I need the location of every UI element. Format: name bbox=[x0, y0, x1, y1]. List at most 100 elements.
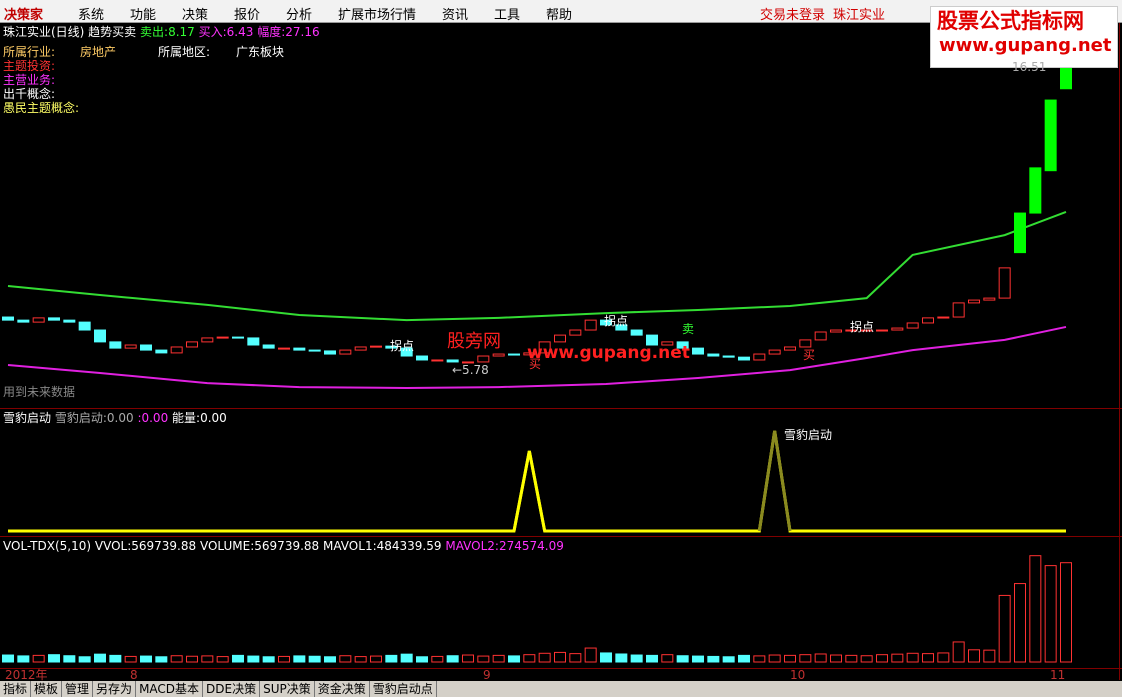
volume-bar bbox=[968, 649, 980, 663]
candle bbox=[2, 316, 14, 321]
volume-bar bbox=[784, 654, 796, 663]
menu-item[interactable]: 分析 bbox=[286, 8, 313, 23]
candle bbox=[830, 329, 842, 333]
volume-bar bbox=[492, 654, 505, 663]
volume-header: VOL-TDX(5,10) VVOL:569739.88 VOLUME:5697… bbox=[3, 539, 564, 553]
range: 27.16 bbox=[285, 25, 320, 39]
volume-bar bbox=[170, 655, 183, 663]
candle bbox=[492, 353, 505, 357]
candle bbox=[952, 302, 965, 318]
menu-item[interactable]: 工具 bbox=[494, 8, 521, 23]
candle bbox=[968, 299, 980, 304]
region-label: 所属地区: bbox=[158, 45, 211, 59]
menu-bar: 决策家 系统 功能 决策 报价 分析 扩展市场行情 资讯 工具 帮助 交易未登录 珠江实业 bbox=[0, 0, 1122, 23]
candle bbox=[646, 334, 658, 346]
volume-bar bbox=[799, 654, 812, 663]
candle bbox=[370, 345, 382, 348]
volume-bar bbox=[431, 655, 444, 663]
menu-item[interactable]: 功能 bbox=[130, 8, 157, 23]
vvol-label: VVOL: bbox=[94, 539, 132, 553]
volume-bar bbox=[232, 654, 244, 663]
candle bbox=[1014, 212, 1026, 254]
candle bbox=[1060, 65, 1072, 90]
candle bbox=[906, 322, 919, 329]
candle bbox=[339, 349, 352, 355]
volume-bar bbox=[124, 655, 137, 663]
tab[interactable]: 管理 bbox=[62, 681, 94, 697]
menu-item[interactable]: 帮助 bbox=[546, 8, 573, 23]
field: 主题投资: bbox=[3, 59, 56, 73]
candle bbox=[937, 316, 950, 319]
tab[interactable]: 雪豹启动点 bbox=[370, 681, 437, 697]
tab[interactable]: 模板 bbox=[31, 681, 63, 697]
menu-item[interactable]: 扩展市场行情 bbox=[338, 8, 417, 23]
mavol1: 484339.59 bbox=[376, 539, 442, 553]
field: 出千概念: bbox=[3, 87, 56, 101]
volume-bar bbox=[400, 653, 413, 663]
candle bbox=[569, 329, 582, 336]
mavol1-label: MAVOL1: bbox=[323, 539, 377, 553]
volume-bar bbox=[262, 656, 275, 663]
volume-bar bbox=[94, 653, 106, 663]
volume-bar bbox=[293, 655, 306, 663]
region: 广东板块 bbox=[236, 45, 285, 59]
volume-label: VOLUME: bbox=[199, 539, 255, 553]
candle bbox=[170, 346, 183, 354]
watermark-title: 股票公式指标网 bbox=[937, 9, 1084, 33]
buy: 6.43 bbox=[226, 25, 254, 39]
volume-bar bbox=[370, 655, 382, 663]
site-name: 股旁网 bbox=[447, 331, 501, 352]
menu-item[interactable]: 决策 bbox=[182, 8, 209, 23]
tab[interactable]: 资金决策 bbox=[315, 681, 370, 697]
candle bbox=[998, 267, 1011, 299]
candle bbox=[262, 344, 275, 349]
candle bbox=[983, 297, 996, 301]
candle bbox=[48, 317, 60, 321]
volume-bar bbox=[155, 656, 168, 663]
volume-bar bbox=[937, 652, 950, 663]
volume-bar bbox=[140, 655, 152, 663]
volume-bar bbox=[707, 655, 720, 663]
candle bbox=[799, 339, 812, 348]
login-status[interactable]: 交易未登录 bbox=[760, 8, 826, 23]
menu-item[interactable]: 资讯 bbox=[442, 8, 469, 23]
tab-bar: 指标 模板 管理 另存为 MACD基本 DDE决策 SUP决策 资金决策 雪豹启动点 bbox=[0, 681, 1122, 697]
volume-bar bbox=[738, 654, 750, 663]
volume-bar bbox=[324, 656, 336, 663]
candle bbox=[477, 355, 490, 363]
blank: 0.00 bbox=[141, 411, 169, 425]
candle bbox=[308, 349, 321, 352]
turn-label: 拐点 bbox=[604, 314, 629, 328]
volume-bar bbox=[216, 656, 229, 663]
candle bbox=[784, 346, 796, 351]
candle bbox=[661, 341, 674, 346]
menu-item[interactable]: 报价 bbox=[234, 8, 261, 23]
candle bbox=[63, 319, 76, 323]
candle bbox=[416, 355, 428, 361]
candle bbox=[324, 350, 336, 355]
watermark-logo: 股票公式指标网 www.gupang.net bbox=[930, 6, 1118, 68]
menu-item[interactable]: 系统 bbox=[78, 8, 105, 23]
tab[interactable]: 指标 bbox=[0, 681, 32, 697]
blank-label: : bbox=[137, 411, 142, 425]
tab[interactable]: 另存为 bbox=[93, 681, 137, 697]
tab[interactable]: SUP决策 bbox=[260, 681, 315, 697]
field: 愚民主题概念: bbox=[3, 101, 80, 115]
candle bbox=[676, 341, 689, 349]
volume-bar bbox=[1014, 583, 1026, 663]
candle bbox=[707, 353, 720, 357]
band-line bbox=[7, 325, 1067, 389]
volume-bar bbox=[692, 655, 704, 663]
candle bbox=[508, 353, 520, 356]
candle bbox=[247, 337, 260, 346]
candle bbox=[94, 329, 106, 343]
tab[interactable]: DDE决策 bbox=[203, 681, 261, 697]
volume-bar bbox=[477, 655, 490, 663]
volume-bar bbox=[201, 655, 214, 663]
date-label: 9 bbox=[483, 668, 491, 682]
tab[interactable]: MACD基本 bbox=[136, 681, 204, 697]
candle bbox=[538, 341, 551, 354]
candle bbox=[186, 341, 198, 348]
buy-label: 买入: bbox=[198, 25, 227, 39]
volume-bar bbox=[308, 655, 321, 663]
